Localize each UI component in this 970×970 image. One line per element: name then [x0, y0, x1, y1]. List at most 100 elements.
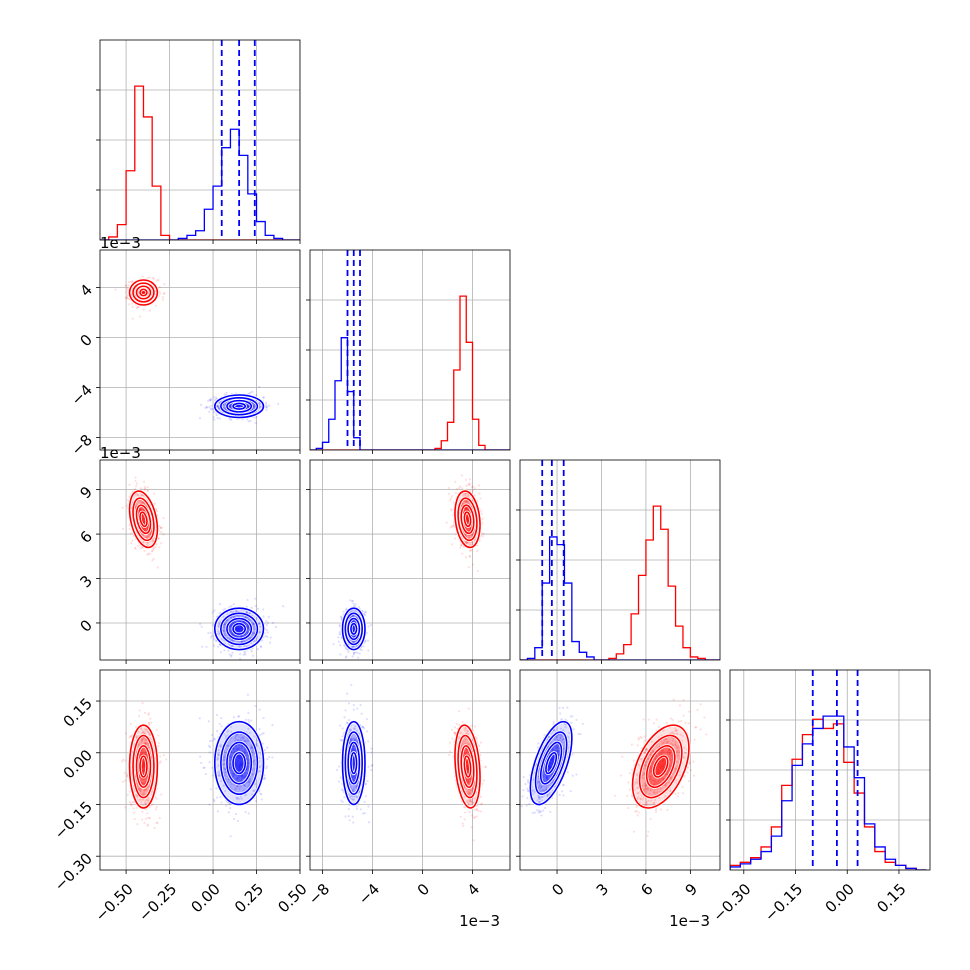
contour-blue — [232, 751, 247, 775]
contour-blue — [344, 612, 363, 646]
contour-blue — [347, 741, 361, 785]
contour-red — [454, 724, 481, 809]
panel-3-2: 0 3 6 9 1e−3 — [516, 669, 721, 930]
contour-red — [454, 490, 481, 549]
histogram-blue — [100, 128, 300, 240]
y-tick-label: 3 — [77, 572, 96, 591]
contour-blue — [220, 397, 259, 416]
y-tick-label: −0.30 — [51, 849, 96, 894]
contour-blue — [344, 731, 363, 795]
contour-red — [135, 285, 152, 300]
x-tick-label: 0.15 — [873, 880, 909, 916]
panel-3-0: −0.50−0.25 0.00 0.25 0.50−0.30−0.150.000.15 — [51, 669, 311, 925]
contour-blue — [534, 731, 568, 795]
contour-blue — [545, 751, 558, 775]
contour-red — [132, 497, 155, 542]
y-tick-label: −4 — [68, 381, 96, 409]
contour-red — [631, 724, 690, 809]
contour-blue — [341, 720, 366, 806]
density-blue — [213, 720, 266, 807]
y-tick-label: −0.15 — [51, 798, 96, 843]
contour-red — [139, 288, 148, 297]
panel-3-1: −8 −4 0 4 1e−3 — [305, 669, 511, 930]
x-tick-label: −0.25 — [135, 880, 180, 925]
x-offset-label: 1e−3 — [459, 912, 500, 930]
contour-red — [460, 504, 475, 535]
contour-blue — [529, 720, 573, 806]
contour-red — [128, 724, 159, 809]
density-red — [453, 489, 482, 550]
y-tick-label: 0.00 — [60, 746, 96, 782]
panel-1-1 — [306, 249, 511, 454]
x-tick-label: −8 — [305, 880, 333, 908]
x-tick-label: 0.50 — [274, 880, 310, 916]
contour-blue — [539, 741, 563, 785]
histogram-blue — [310, 337, 510, 450]
x-tick-label: 6 — [637, 880, 656, 899]
contour-blue — [347, 617, 361, 641]
panel-3-3: −0.30 −0.15 0.00 0.15 — [709, 669, 931, 925]
contour-red — [135, 745, 152, 789]
panel-frame — [99, 669, 301, 871]
contour-blue — [226, 741, 253, 785]
x-tick-label: 4 — [464, 880, 483, 899]
contour-blue — [350, 622, 358, 635]
density-red — [630, 723, 691, 810]
panel-frame — [519, 669, 721, 871]
contour-red — [128, 490, 159, 549]
contour-red — [460, 745, 475, 789]
x-tick-label: 0 — [548, 880, 567, 899]
density-blue — [213, 393, 266, 420]
x-tick-label: 3 — [593, 880, 612, 899]
y-tick-label: −8 — [68, 431, 96, 459]
histogram-blue — [520, 536, 720, 660]
contour-red — [139, 755, 148, 778]
panel-2-1 — [306, 459, 511, 664]
panel-background — [100, 250, 300, 450]
y-tick-label: 0.15 — [60, 694, 96, 730]
contour-blue — [220, 731, 259, 795]
contour-blue — [341, 607, 366, 651]
contour-red — [139, 511, 148, 528]
y-tick-label: 4 — [77, 281, 96, 300]
panel-frame — [99, 249, 301, 451]
x-tick-label: −0.50 — [92, 880, 137, 925]
contour-red — [457, 734, 478, 799]
panel-frame — [309, 669, 511, 871]
y-tick-label: 6 — [77, 527, 96, 546]
contour-red — [135, 504, 152, 535]
y-tick-label: 0 — [77, 331, 96, 350]
density-blue — [340, 606, 367, 652]
x-tick-label: −4 — [355, 880, 383, 908]
histogram-blue — [730, 715, 927, 870]
y-tick-label: 0 — [77, 616, 96, 635]
density-red — [127, 489, 159, 550]
panel-frame — [99, 459, 301, 661]
density-blue — [340, 720, 367, 807]
density-blue — [528, 720, 574, 807]
contour-red — [132, 734, 155, 799]
histogram-red — [100, 85, 300, 240]
x-tick-label: 0.00 — [187, 880, 223, 916]
x-tick-label: 0.25 — [231, 880, 267, 916]
contour-red — [638, 734, 683, 799]
x-tick-label: −0.15 — [761, 880, 806, 925]
contour-blue — [213, 720, 265, 806]
y-offset-label: 1e−3 — [100, 234, 141, 252]
contour-blue — [226, 399, 253, 413]
density-red — [127, 278, 159, 307]
x-offset-label: 1e−3 — [669, 912, 710, 930]
contour-blue — [232, 622, 247, 635]
x-tick-label: −0.30 — [709, 880, 754, 925]
contour-blue — [232, 402, 247, 410]
contour-blue — [213, 394, 265, 419]
density-red — [127, 723, 159, 810]
contour-red — [128, 279, 159, 306]
panel-frame — [309, 459, 511, 661]
y-offset-label: 1e−3 — [100, 444, 141, 462]
contour-red — [132, 282, 155, 303]
contour-red — [457, 497, 478, 542]
histogram-red — [520, 505, 720, 660]
panel-1-0: −8 −4 0 4 1e−3 — [68, 234, 301, 459]
